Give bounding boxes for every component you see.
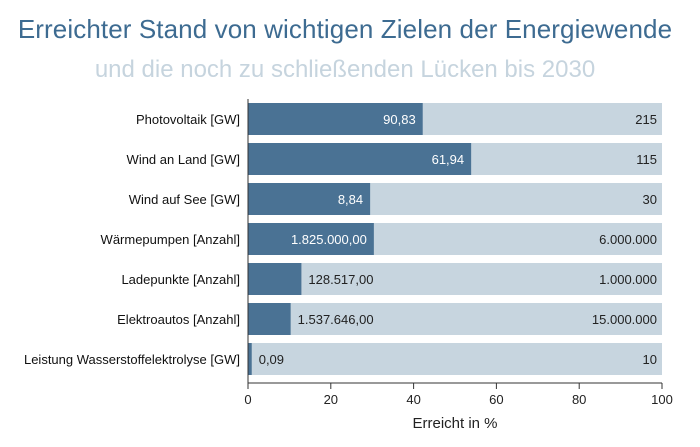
achieved-bar [248,143,472,175]
category-label: Wind an Land [GW] [127,152,240,167]
target-value-label: 115 [636,152,657,167]
achieved-bar [248,343,252,375]
target-value-label: 15.000.000 [592,312,657,327]
category-label: Photovoltaik [GW] [136,112,240,127]
target-value-label: 1.000.000 [599,272,657,287]
target-bar [248,263,662,295]
chart-subtitle: und die noch zu schließenden Lücken bis … [94,56,596,83]
target-value-label: 6.000.000 [599,232,657,247]
achieved-bar [248,183,371,215]
category-label: Wind auf See [GW] [129,192,240,207]
target-bar [248,343,662,375]
category-label: Leistung Wasserstoffelektrolyse [GW] [24,352,240,367]
achieved-value-label: 61,94 [432,152,465,167]
achieved-value-label: 1.537.646,00 [298,312,374,327]
x-axis-label: Erreicht in % [412,415,497,432]
target-value-label: 10 [643,352,657,367]
achieved-value-label: 1.825.000,00 [291,232,367,247]
achieved-bar [248,303,291,335]
category-label: Elektroautos [Anzahl] [117,312,240,327]
achieved-value-label: 0,09 [259,352,284,367]
achieved-value-label: 128.517,00 [308,272,373,287]
achieved-bar [248,223,374,255]
target-value-label: 215 [635,112,657,127]
achieved-value-label: 8,84 [338,192,363,207]
target-bar [248,303,662,335]
category-label: Ladepunkte [Anzahl] [121,272,240,287]
x-tick-label: 100 [651,392,673,407]
x-tick-label: 80 [572,392,586,407]
x-tick-label: 60 [489,392,503,407]
achieved-bar [248,263,302,295]
achieved-bar [248,103,423,135]
target-value-label: 30 [643,192,657,207]
chart-title: Erreichter Stand von wichtigen Zielen de… [17,14,673,44]
category-label: Wärmepumpen [Anzahl] [101,232,240,247]
achieved-value-label: 90,83 [383,112,416,127]
x-tick-label: 20 [324,392,338,407]
x-tick-label: 0 [244,392,251,407]
x-tick-label: 40 [406,392,420,407]
